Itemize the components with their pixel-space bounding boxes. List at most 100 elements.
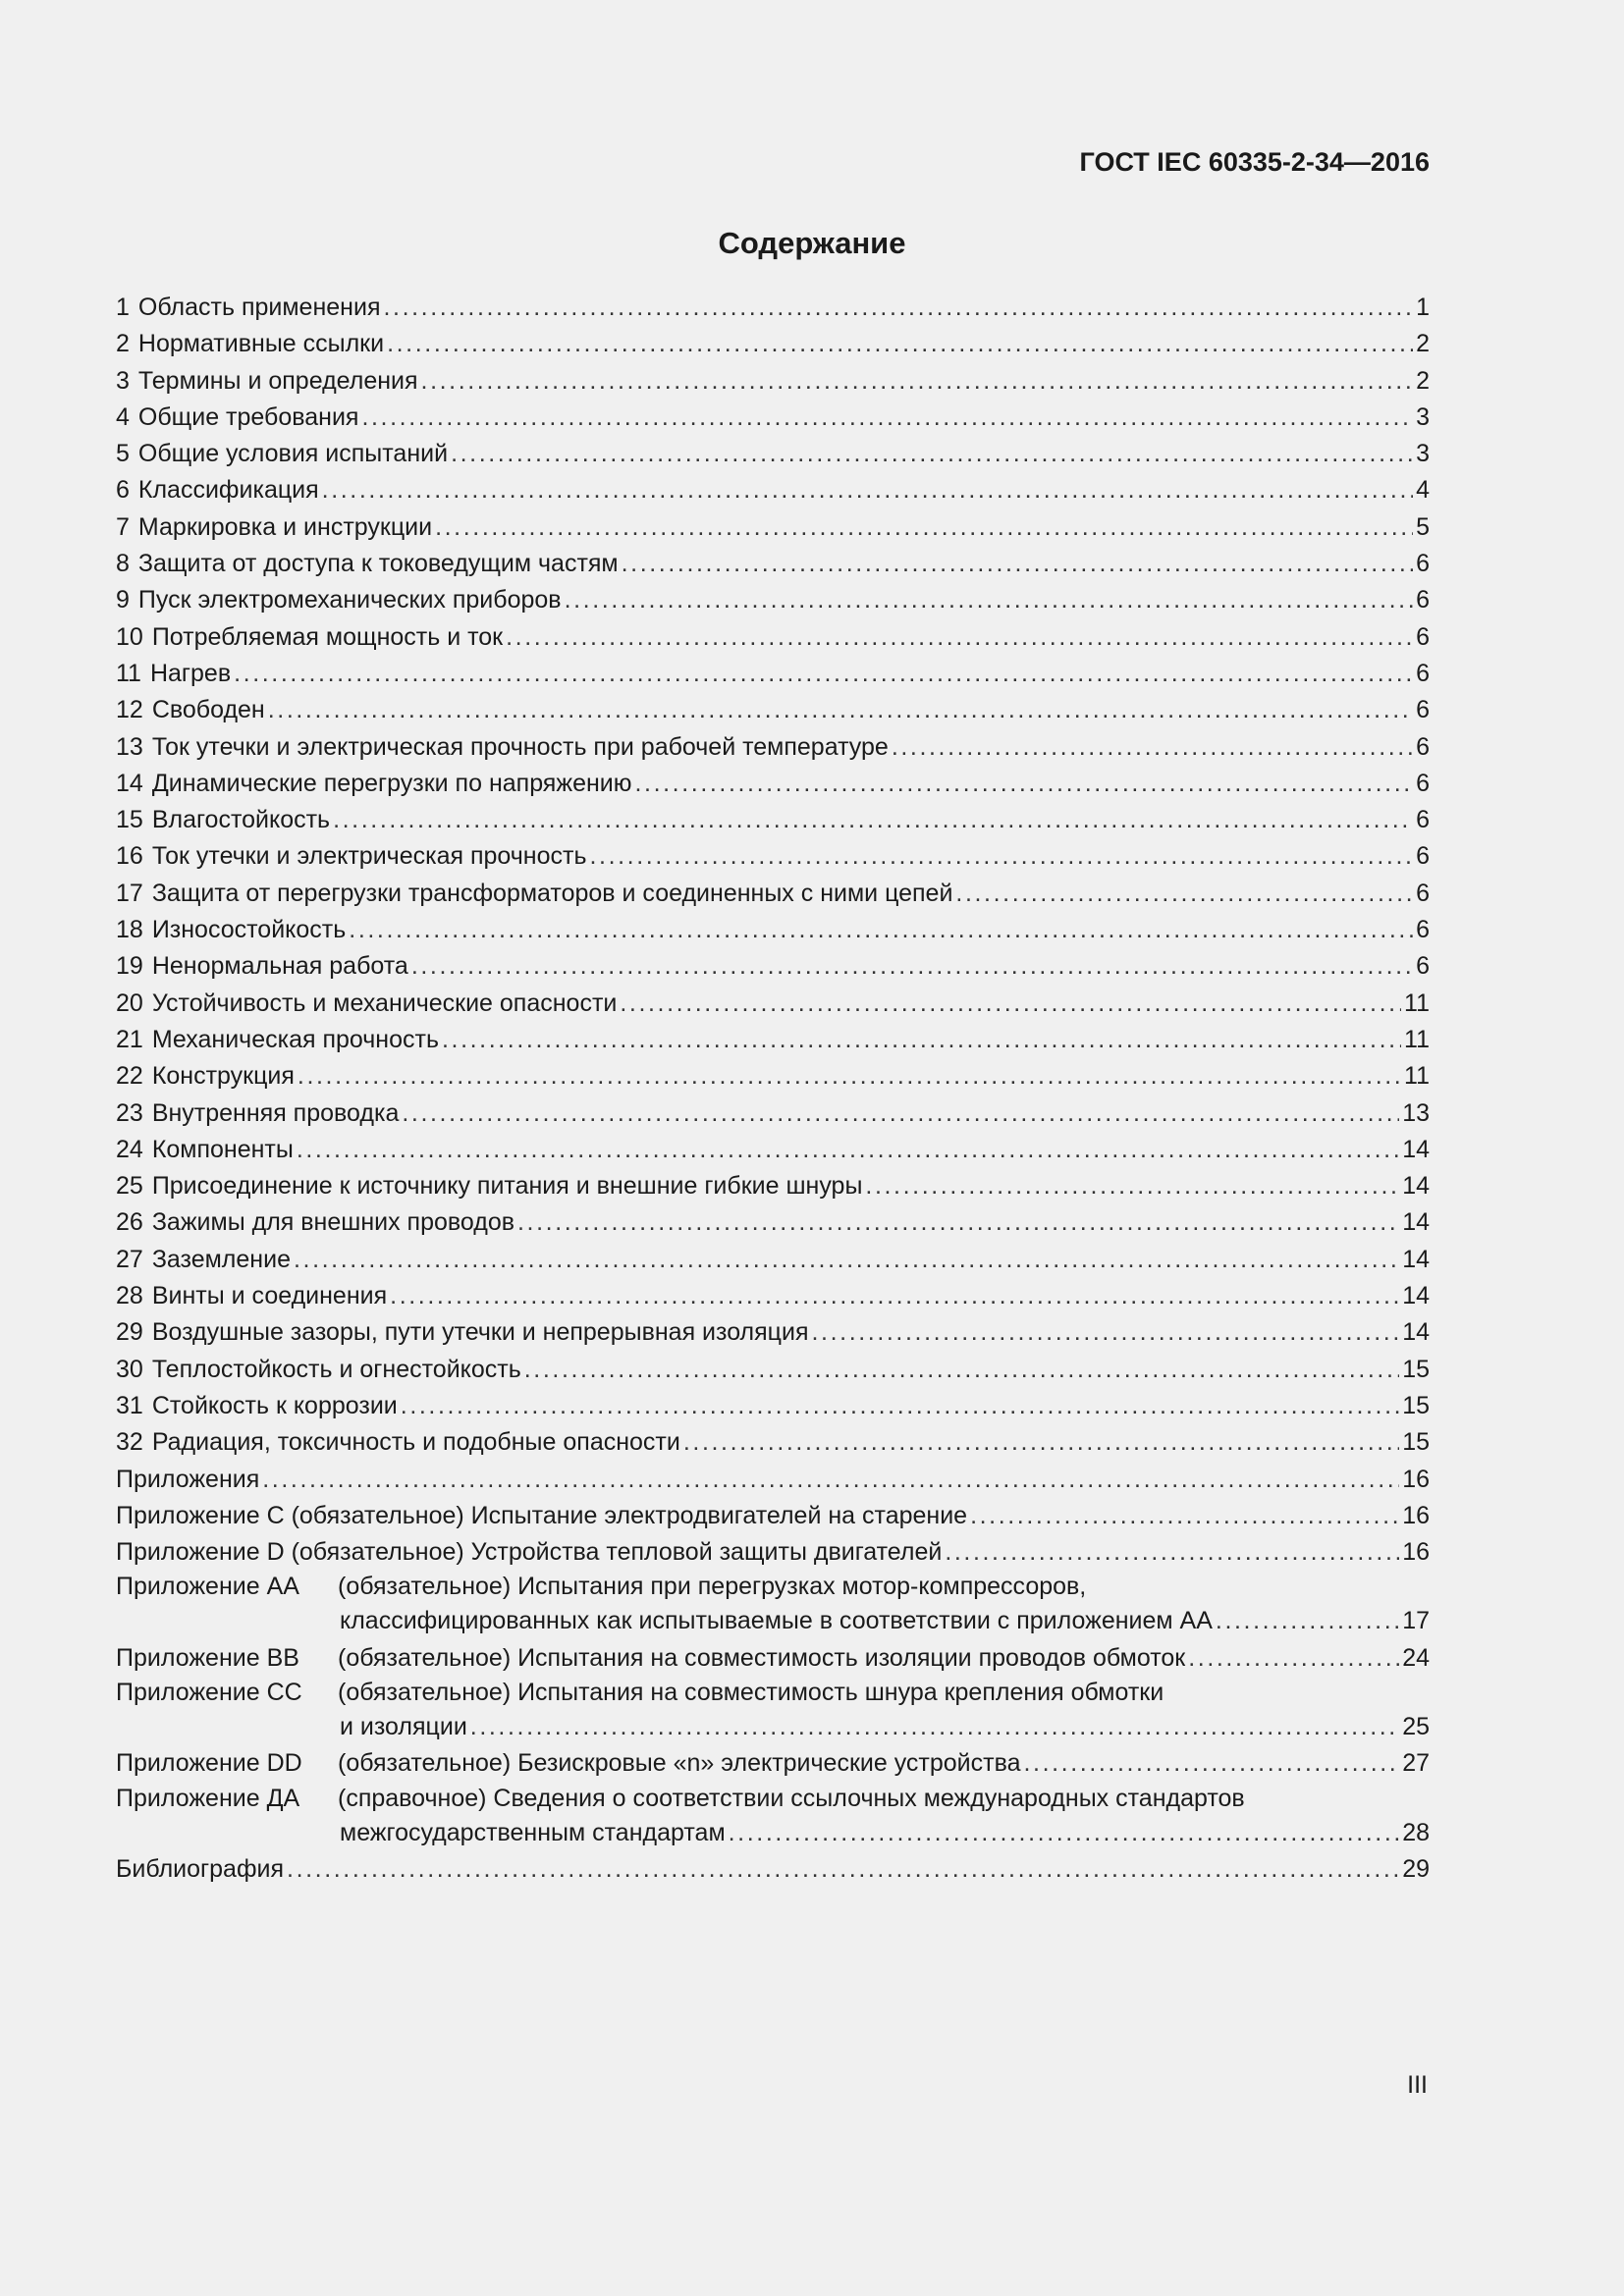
- toc-entry[interactable]: 13 Ток утечки и электрическая прочность п…: [116, 729, 1430, 766]
- appendix-label: Приложение DD: [116, 1749, 302, 1778]
- appendix-line[interactable]: Приложение ВВ (обязательное) Испытания на…: [116, 1640, 1430, 1677]
- toc-page-number: 11: [1404, 1025, 1430, 1053]
- toc-entry[interactable]: 22 Конструкция...........................…: [116, 1058, 1430, 1095]
- appendix-last-line[interactable]: классифицированных как испытываемые в со…: [116, 1603, 1430, 1639]
- section-title: Радиация, токсичность и подобные опаснос…: [151, 1428, 680, 1457]
- toc-entry[interactable]: 26 Зажимы для внешних проводов...........…: [116, 1204, 1430, 1241]
- toc-entry[interactable]: 28 Винты и соединения....................…: [116, 1278, 1430, 1314]
- appendix-line[interactable]: Приложение DD (обязательное) Безискровые …: [116, 1745, 1430, 1782]
- toc-entry[interactable]: 21 Механическая прочность................…: [116, 1022, 1430, 1058]
- toc-entry[interactable]: 25 Присоединение к источнику питания и вн…: [116, 1168, 1430, 1204]
- toc-page-number: 2: [1416, 330, 1430, 358]
- toc-entry[interactable]: 32 Радиация, токсичность и подобные опасн…: [116, 1424, 1430, 1461]
- toc-entry[interactable]: 10 Потребляемая мощность и ток...........…: [116, 619, 1430, 656]
- toc-page-number: 24: [1402, 1643, 1430, 1672]
- toc-entry[interactable]: 29 Воздушные зазоры, пути утечки и непрер…: [116, 1314, 1430, 1351]
- toc-entry[interactable]: 18 Износостойкость.......................…: [116, 912, 1430, 948]
- toc-page-number: 14: [1402, 1245, 1430, 1273]
- toc-entry[interactable]: 15 Влагостойкость........................…: [116, 802, 1430, 838]
- toc-entry[interactable]: 14 Динамические перегрузки по напряжению.…: [116, 766, 1430, 802]
- section-title: Общие требования: [137, 402, 359, 431]
- dot-leader: ........................................…: [865, 1172, 1400, 1201]
- section-number: 5: [116, 440, 130, 468]
- toc-entry[interactable]: 7 Маркировка и инструкции................…: [116, 509, 1430, 546]
- section-title: Теплостойкость и огнестойкость: [151, 1355, 521, 1383]
- dot-leader: ........................................…: [297, 1062, 1402, 1091]
- section-number: 11: [116, 659, 141, 687]
- toc-entry[interactable]: 1 Область применения.....................…: [116, 290, 1430, 326]
- appendix-label: Приложение АА: [116, 1573, 299, 1601]
- section-title: Потребляемая мощность и ток: [151, 622, 504, 651]
- toc-entry[interactable]: 5 Общие условия испытаний................…: [116, 436, 1430, 472]
- dot-leader: ........................................…: [402, 1098, 1399, 1127]
- section-title: Свободен: [151, 696, 265, 724]
- toc-page-number: 6: [1416, 916, 1430, 944]
- dot-leader: ........................................…: [383, 294, 1413, 321]
- toc-page-number: 6: [1416, 550, 1430, 578]
- toc-entry[interactable]: 24 Компоненты............................…: [116, 1132, 1430, 1168]
- appendix-last-line[interactable]: и изоляции..............................…: [116, 1709, 1430, 1745]
- toc-page-number: 14: [1402, 1172, 1430, 1201]
- toc-page-number: 13: [1402, 1098, 1430, 1127]
- toc-page-number: 28: [1402, 1818, 1430, 1846]
- appendix-first-line: Приложение АА (обязательное) Испытания пр…: [116, 1571, 1430, 1603]
- appendices-heading: Приложения: [116, 1465, 260, 1493]
- section-title: Компоненты: [151, 1135, 294, 1163]
- toc-entry[interactable]: 31 Стойкость к коррозии..................…: [116, 1388, 1430, 1424]
- dot-leader: ........................................…: [293, 1245, 1400, 1273]
- toc-entry-appendix[interactable]: Приложение С (обязательное) Испытание эл…: [116, 1498, 1430, 1534]
- toc-page-number: 5: [1416, 512, 1430, 541]
- toc-entry[interactable]: 4 Общие требования.......................…: [116, 400, 1430, 436]
- section-number: 1: [116, 294, 130, 321]
- toc-page-number: 16: [1402, 1538, 1430, 1567]
- toc-entry[interactable]: 2 Нормативные ссылки.....................…: [116, 326, 1430, 362]
- toc-page-number: 17: [1402, 1607, 1430, 1635]
- dot-leader: ........................................…: [970, 1501, 1400, 1529]
- appendix-title-continued: классифицированных как испытываемые в со…: [340, 1607, 1213, 1635]
- dot-leader: ........................................…: [321, 476, 1413, 505]
- appendix-last-line[interactable]: межгосударственным стандартам...........…: [116, 1815, 1430, 1851]
- toc-page-number: 6: [1416, 769, 1430, 797]
- toc-entry[interactable]: 3 Термины и определения..................…: [116, 363, 1430, 400]
- section-title: Ток утечки и электрическая прочность: [151, 842, 587, 871]
- section-number: 25: [116, 1172, 143, 1201]
- toc-entry-appendix[interactable]: Приложение D (обязательное) Устройства т…: [116, 1534, 1430, 1571]
- dot-leader: ........................................…: [811, 1318, 1400, 1347]
- toc-page-number: 3: [1416, 440, 1430, 468]
- toc-page-number: 14: [1402, 1282, 1430, 1310]
- toc-entry[interactable]: 19 Ненормальная работа...................…: [116, 948, 1430, 985]
- toc-entry[interactable]: 9 Пуск электромеханических приборов......…: [116, 582, 1430, 618]
- toc-entry[interactable]: 27 Заземление............................…: [116, 1242, 1430, 1278]
- toc-entry-appendices[interactable]: Приложения..............................…: [116, 1462, 1430, 1498]
- toc-page-number: 11: [1404, 988, 1430, 1017]
- dot-leader: ........................................…: [1188, 1643, 1400, 1672]
- section-title: Защита от перегрузки трансформаторов и с…: [151, 879, 953, 907]
- section-number: 20: [116, 988, 143, 1017]
- toc-entry[interactable]: 17 Защита от перегрузки трансформаторов и…: [116, 876, 1430, 912]
- toc-page-number: 29: [1402, 1854, 1430, 1883]
- section-number: 8: [116, 550, 130, 578]
- toc-page-number: 6: [1416, 842, 1430, 871]
- dot-leader: ........................................…: [634, 769, 1414, 797]
- toc-entry[interactable]: 11 Нагрев................................…: [116, 656, 1430, 692]
- section-number: 7: [116, 512, 130, 541]
- toc-entry[interactable]: 16 Ток утечки и электрическая прочность..…: [116, 838, 1430, 875]
- section-number: 23: [116, 1098, 143, 1127]
- dot-leader: ........................................…: [682, 1428, 1399, 1457]
- dot-leader: ........................................…: [1215, 1607, 1399, 1635]
- section-title: Ток утечки и электрическая прочность при…: [151, 732, 889, 761]
- dot-leader: ........................................…: [728, 1818, 1400, 1846]
- section-number: 17: [116, 879, 143, 907]
- toc-entry[interactable]: 6 Классификация..........................…: [116, 472, 1430, 508]
- toc-entry[interactable]: 30 Теплостойкость и огнестойкость........…: [116, 1352, 1430, 1388]
- dot-leader: ........................................…: [361, 402, 1413, 431]
- section-title: Конструкция: [151, 1062, 295, 1091]
- toc-entry[interactable]: 12 Свободен..............................…: [116, 692, 1430, 728]
- toc-entry[interactable]: 20 Устойчивость и механические опасности.…: [116, 986, 1430, 1022]
- toc-entry[interactable]: 23 Внутренняя проводка...................…: [116, 1095, 1430, 1132]
- toc-entry[interactable]: 8 Защита от доступа к токоведущим частям.…: [116, 546, 1430, 582]
- toc-entry-bibliography[interactable]: Библиография............................…: [116, 1851, 1430, 1888]
- section-title: Маркировка и инструкции: [137, 512, 433, 541]
- toc-page-number: 6: [1416, 659, 1430, 687]
- section-title: Винты и соединения: [151, 1282, 388, 1310]
